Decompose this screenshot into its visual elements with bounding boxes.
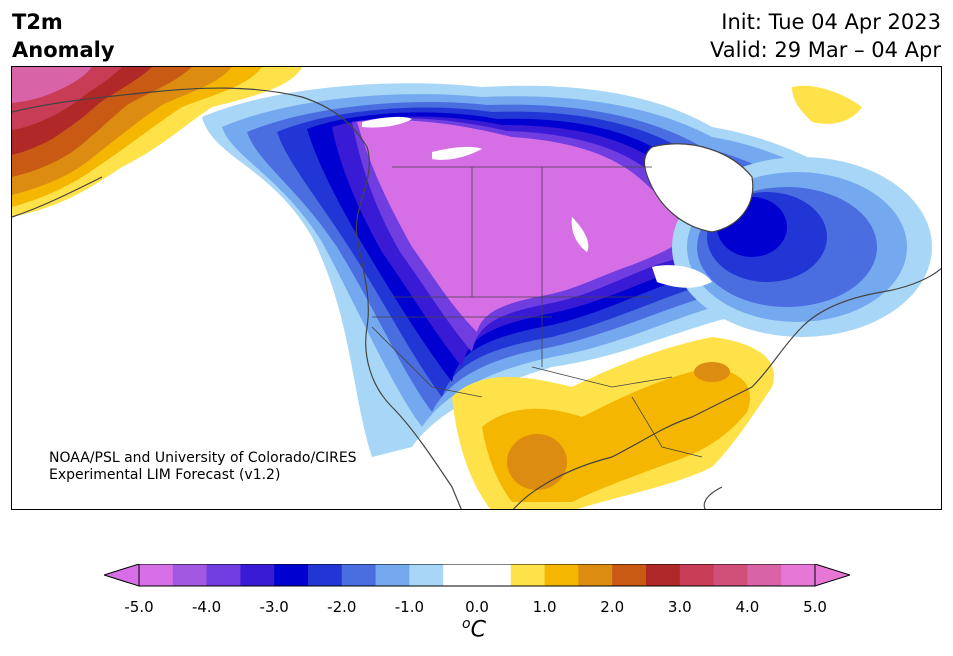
colorbar-unit: oC — [462, 616, 486, 642]
lakes — [362, 116, 712, 288]
colorbar-tick-label: 2.0 — [600, 598, 625, 616]
southeast-warm-anomaly — [452, 85, 862, 509]
colorbar-tick-label: 0.0 — [465, 598, 489, 616]
colorbar-tick-label: -3.0 — [259, 598, 289, 616]
colorbar-segment — [578, 564, 613, 586]
colorbar-tick-label: -2.0 — [327, 598, 357, 616]
colorbar-over-arrow — [814, 564, 850, 587]
colorbar-segment — [341, 564, 377, 586]
unit-degree: o — [462, 616, 471, 632]
colorbar-segment — [747, 564, 782, 586]
map-outlines — [12, 87, 941, 509]
colorbar-under-arrow — [104, 564, 140, 587]
colorbar-segment — [443, 564, 478, 586]
anomaly-map — [11, 66, 942, 510]
colorbar-segment — [274, 564, 309, 586]
colorbar-segment — [510, 564, 546, 586]
colorbar-tick-label: 3.0 — [667, 598, 692, 616]
hudson-bay — [644, 143, 753, 232]
title-variable: T2m — [12, 10, 63, 34]
colorbar-segment — [477, 564, 512, 586]
colorbar-segment — [781, 564, 816, 586]
unit-letter: C — [470, 617, 486, 643]
colorbar-segment — [240, 564, 275, 586]
colorbar-tick-label: 1.0 — [532, 598, 557, 616]
colorbar-segment — [612, 564, 647, 586]
credit-line-2: Experimental LIM Forecast (v1.2) — [49, 467, 281, 483]
colorbar-segment — [544, 564, 579, 586]
colorbar-tick-label: 4.0 — [735, 598, 760, 616]
colorbar-segment — [409, 564, 444, 586]
forecast-dates: Init: Tue 04 Apr 2023 Valid: 29 Mar – 04… — [710, 8, 941, 64]
colorbar-tick-label: -4.0 — [191, 598, 222, 616]
colorbar-segment — [713, 564, 748, 586]
credit-line-1: NOAA/PSL and University of Colorado/CIRE… — [49, 450, 357, 466]
colorbar-segment — [206, 564, 241, 586]
colorbar-frame — [138, 564, 816, 587]
map-title: T2m Anomaly — [12, 8, 115, 64]
colorbar-segment — [139, 564, 174, 586]
colorbar-segment — [646, 564, 681, 586]
credit-text: NOAA/PSL and University of Colorado/CIRE… — [49, 450, 357, 484]
colorbar-segment — [375, 564, 410, 586]
alaska-warm-anomaly — [12, 67, 302, 217]
init-date: Init: Tue 04 Apr 2023 — [721, 10, 941, 34]
colorbar-tick-label: 5.0 — [803, 598, 827, 616]
colorbar-tick-label: -5.0 — [124, 598, 154, 616]
valid-range: Valid: 29 Mar – 04 Apr — [710, 38, 941, 62]
title-anomaly: Anomaly — [12, 38, 115, 62]
colorbar-segment — [308, 564, 343, 586]
colorbar-segment — [679, 564, 715, 586]
colorbar — [104, 564, 850, 587]
map-canvas — [12, 67, 941, 509]
colorbar-tick-label: -1.0 — [394, 598, 425, 616]
colorbar-segment — [172, 564, 208, 586]
